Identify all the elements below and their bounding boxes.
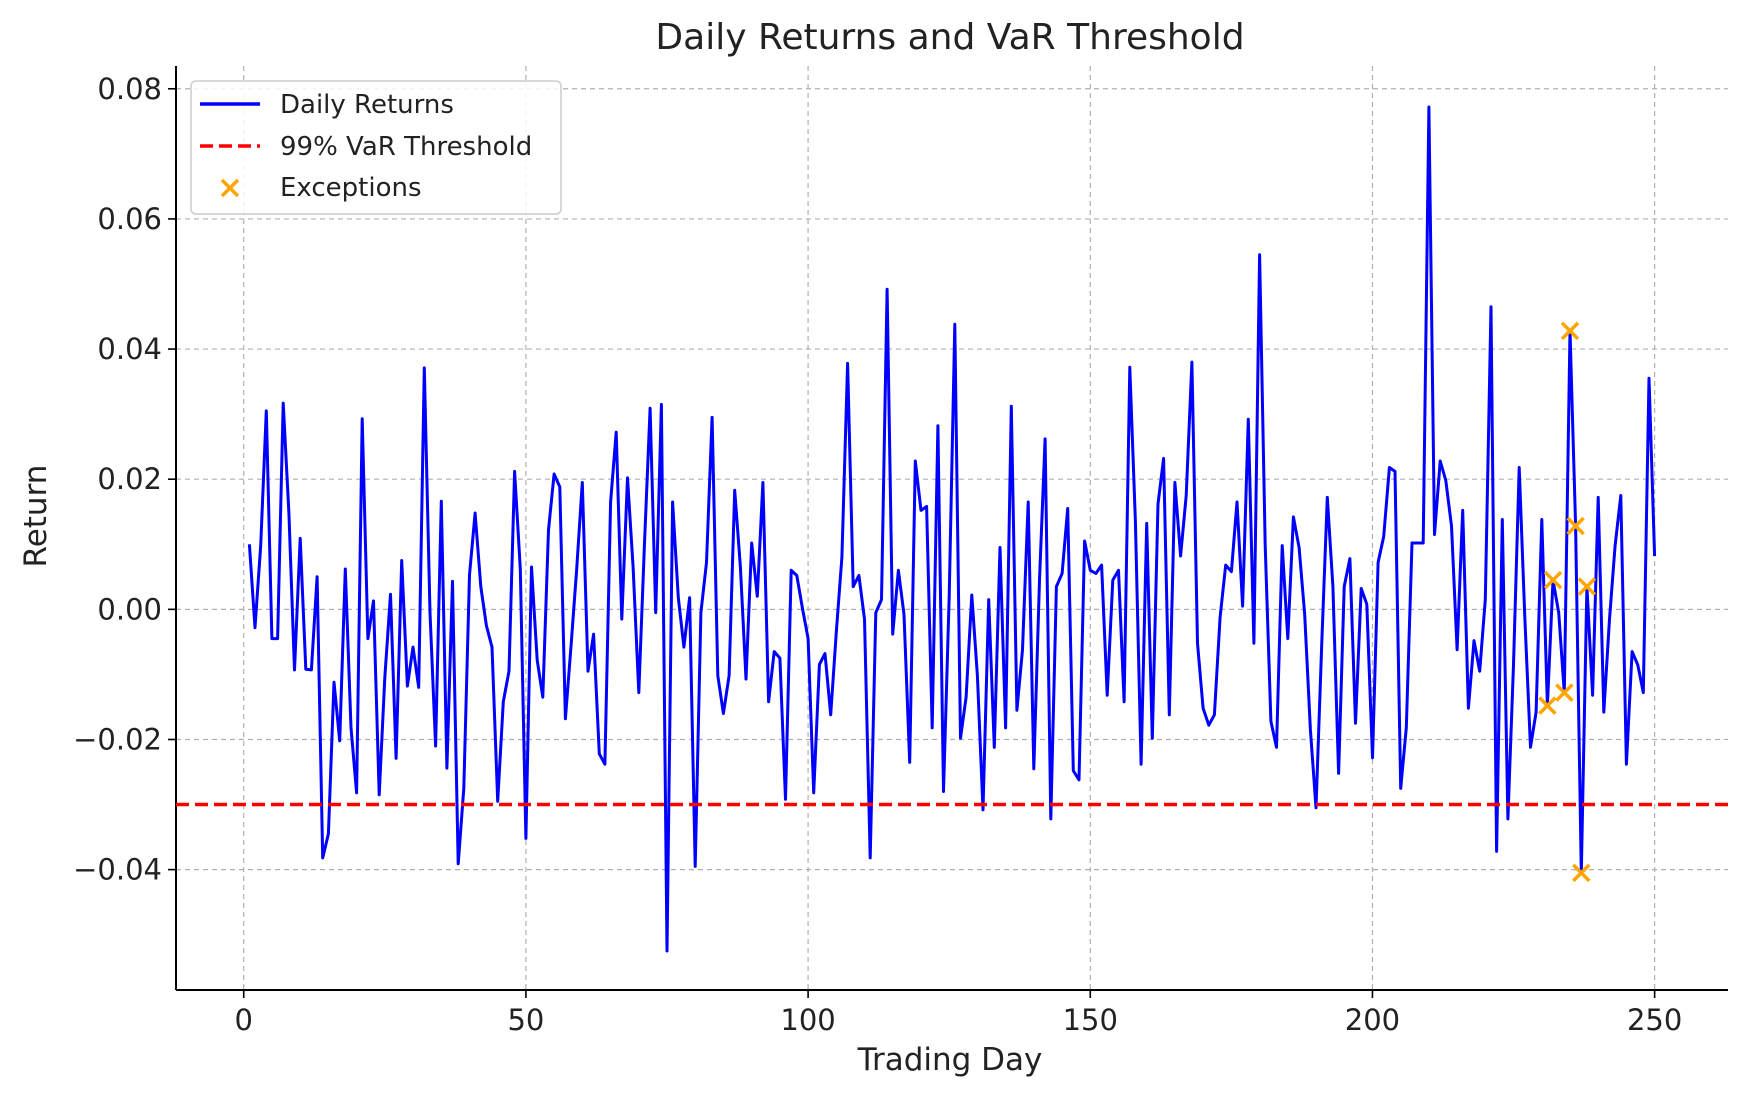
exception-marker bbox=[1538, 696, 1557, 715]
legend-box bbox=[190, 80, 562, 215]
y-tick-label: 0.04 bbox=[97, 332, 162, 366]
y-axis-label: Return bbox=[18, 465, 54, 568]
legend-swatch-exceptions bbox=[220, 178, 240, 198]
legend-label-exceptions: Exceptions bbox=[280, 173, 422, 203]
exception-marker-stroke bbox=[1560, 321, 1580, 341]
legend-label-var-threshold: 99% VaR Threshold bbox=[280, 132, 532, 162]
exception-marker-stroke bbox=[1538, 696, 1557, 715]
y-tick-label: 0.02 bbox=[97, 462, 162, 496]
axes-layer: 0 50 100 150 200 250 −0.04 −0.02 0.00 0.02 0.04 0.0… bbox=[73, 66, 1728, 1037]
daily-returns-line bbox=[247, 105, 1657, 953]
y-tick-label: −0.02 bbox=[73, 722, 162, 756]
exception-marker bbox=[1577, 577, 1597, 596]
chart-title: Daily Returns and VaR Threshold bbox=[655, 17, 1244, 58]
exception-marker-stroke bbox=[1543, 570, 1563, 590]
exception-marker-stroke bbox=[1566, 516, 1585, 536]
legend: Daily Returns 99% VaR Threshold Exceptio… bbox=[190, 80, 562, 215]
x-tick-label: 250 bbox=[1627, 1003, 1682, 1037]
y-tick-label: −0.04 bbox=[73, 853, 162, 887]
x-tick-label: 50 bbox=[507, 1003, 544, 1037]
x-tick-label: 100 bbox=[780, 1003, 835, 1037]
y-tick-label: 0.00 bbox=[97, 592, 162, 626]
exception-marker-stroke bbox=[1577, 577, 1597, 596]
exception-marker bbox=[1566, 516, 1585, 536]
plot-layer bbox=[176, 105, 1728, 953]
exception-marker-stroke bbox=[1555, 683, 1574, 702]
exception-marker bbox=[1555, 683, 1574, 702]
exception-marker bbox=[1543, 570, 1563, 590]
exception-marker-stroke bbox=[1572, 863, 1591, 883]
exception-marker bbox=[1560, 321, 1580, 341]
x-tick-label: 0 bbox=[234, 1003, 252, 1037]
x-tick-label: 200 bbox=[1345, 1003, 1400, 1037]
exception-marker bbox=[1572, 863, 1591, 883]
legend-exception-marker bbox=[220, 178, 240, 198]
y-tick-label: 0.06 bbox=[97, 202, 162, 236]
x-axis-label: Trading Day bbox=[857, 1042, 1043, 1078]
legend-label-daily-returns: Daily Returns bbox=[280, 90, 454, 120]
x-tick-label: 150 bbox=[1063, 1003, 1118, 1037]
y-tick-label: 0.08 bbox=[97, 72, 162, 106]
exception-marker-stroke bbox=[220, 178, 240, 198]
